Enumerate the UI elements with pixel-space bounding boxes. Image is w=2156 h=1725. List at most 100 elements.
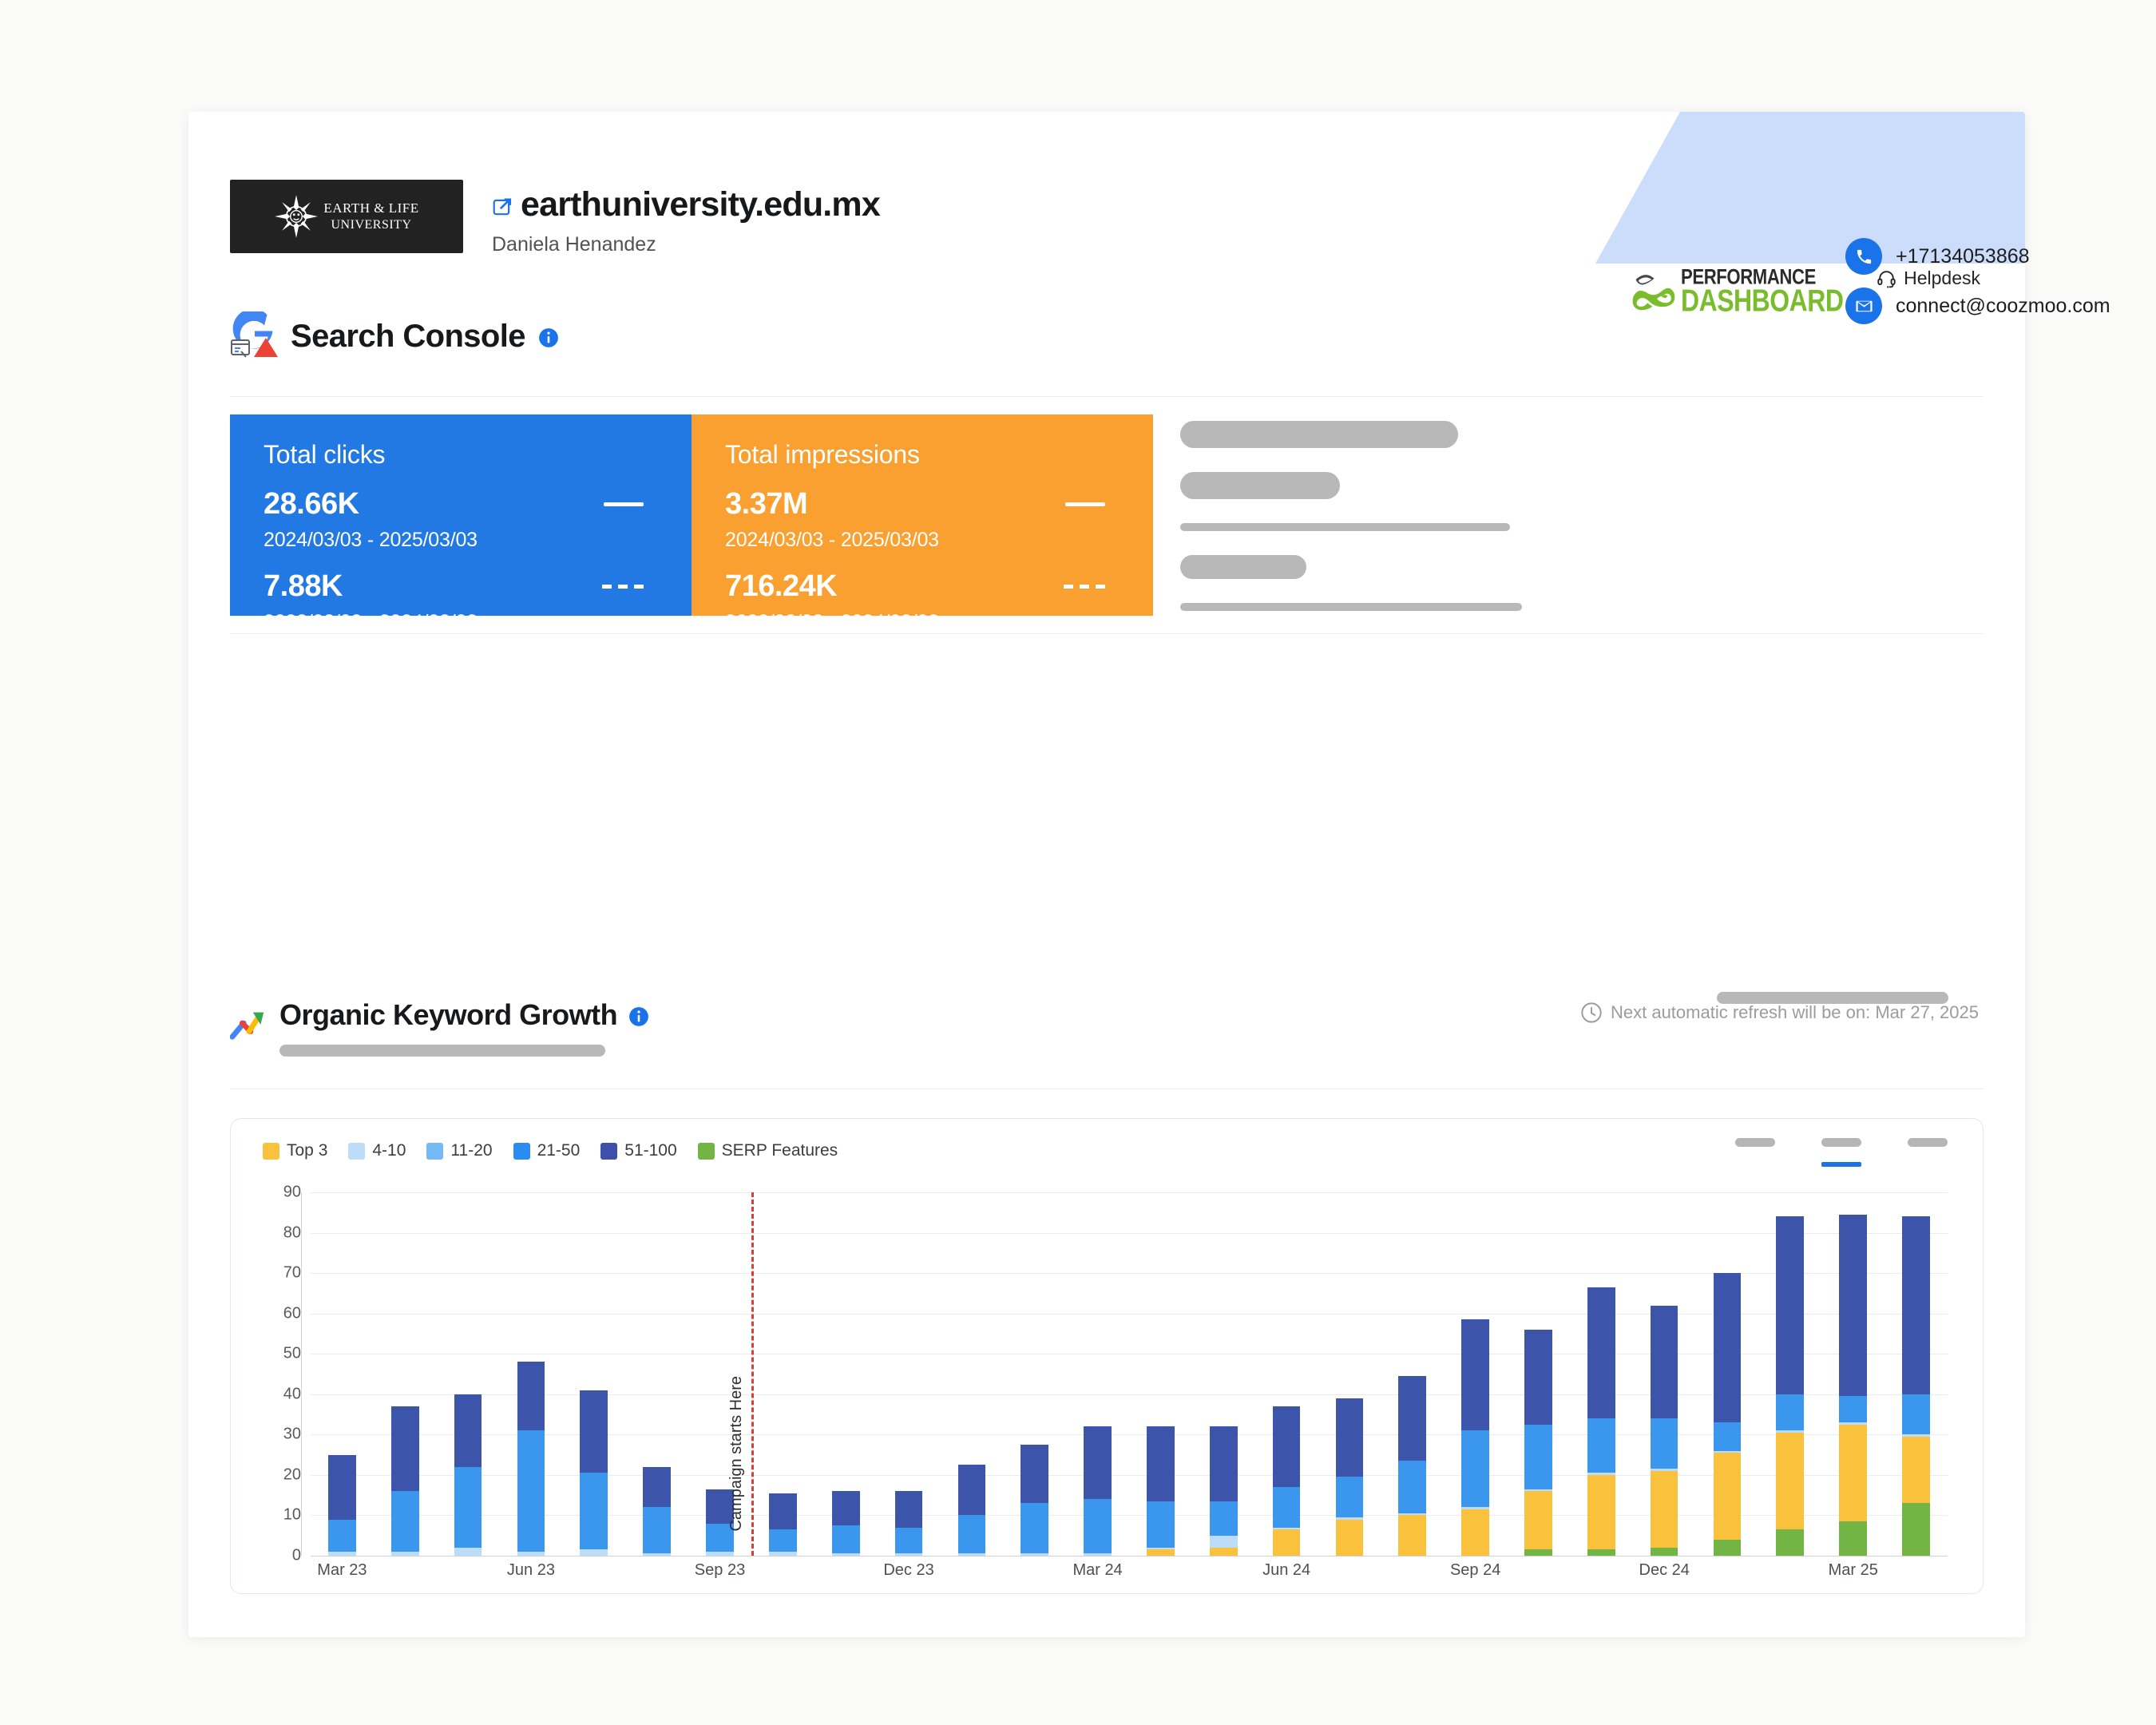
chart-bar-slot[interactable] [688, 1192, 751, 1556]
chart-bar-segment [894, 1491, 923, 1528]
chart-tab-placeholders[interactable] [1735, 1138, 1948, 1167]
chart-bar-slot[interactable] [1381, 1192, 1444, 1556]
chart-bar[interactable] [1209, 1426, 1238, 1556]
search-console-loading-placeholder [1180, 421, 1595, 635]
chart-bar-slot[interactable] [1633, 1192, 1696, 1556]
chart-bar-segment [1776, 1529, 1805, 1556]
gridline [311, 1394, 1948, 1395]
chart-bar-segment [1021, 1553, 1049, 1556]
chart-bar[interactable] [1398, 1376, 1427, 1556]
chart-bar-slot[interactable] [1318, 1192, 1381, 1556]
info-icon[interactable] [538, 327, 559, 348]
helpdesk-button[interactable]: Helpdesk [1877, 268, 1980, 289]
info-icon[interactable] [628, 1006, 649, 1027]
chart-bar[interactable] [1461, 1319, 1489, 1556]
chart-bar-slot[interactable] [878, 1192, 941, 1556]
chart-bar-segment [768, 1529, 797, 1552]
chart-bar[interactable] [643, 1466, 671, 1556]
chart-bar-segment [1147, 1549, 1175, 1556]
phone-icon [1845, 238, 1882, 275]
metric-card-total-clicks: Total clicks 28.66K 2024/03/03 - 2025/03… [230, 414, 692, 633]
chart-bar-segment [1650, 1470, 1678, 1548]
chart-bar[interactable] [1147, 1426, 1175, 1556]
chart-bar-slot[interactable] [1821, 1192, 1885, 1556]
client-logo-line1: EARTH & LIFE [323, 200, 419, 216]
chart-bar-segment [1776, 1216, 1805, 1394]
chart-bar-segment [1902, 1394, 1930, 1435]
search-console-bottom-divider [230, 633, 1984, 634]
chart-bar[interactable] [894, 1491, 923, 1556]
chart-bar-slot[interactable] [562, 1192, 625, 1556]
chart-bar[interactable] [1650, 1305, 1678, 1556]
chart-bar-segment [580, 1390, 608, 1473]
chart-bar-segment [831, 1525, 860, 1554]
site-identity: earthuniversity.edu.mx Daniela Henandez [492, 185, 881, 256]
chart-bar[interactable] [706, 1489, 734, 1556]
contact-phone-row[interactable]: +17134053868 [1845, 238, 2110, 275]
chart-bar[interactable] [1272, 1406, 1301, 1556]
chart-legend-item[interactable]: SERP Features [697, 1141, 838, 1160]
chart-bar[interactable] [831, 1491, 860, 1556]
chart-bar[interactable] [1084, 1426, 1112, 1556]
legend-label: 21-50 [537, 1141, 581, 1160]
chart-tab-1[interactable] [1735, 1138, 1775, 1147]
clock-icon [1581, 1002, 1602, 1023]
site-url-link[interactable]: earthuniversity.edu.mx [492, 185, 881, 224]
chart-bar[interactable] [1587, 1287, 1615, 1556]
x-axis-tick-label: Dec 24 [1639, 1561, 1690, 1579]
chart-bar-slot[interactable] [1507, 1192, 1570, 1556]
chart-bar[interactable] [1902, 1216, 1930, 1556]
chart-bar[interactable] [1839, 1214, 1868, 1556]
chart-bar-segment [1272, 1527, 1301, 1530]
chart-bar[interactable] [957, 1465, 986, 1556]
chart-bar[interactable] [517, 1362, 545, 1556]
chart-bar[interactable] [1335, 1398, 1364, 1556]
chart-legend-item[interactable]: Top 3 [263, 1141, 327, 1160]
chart-bar-slot[interactable] [625, 1192, 688, 1556]
chart-bar-slot[interactable] [1758, 1192, 1821, 1556]
chart-bar[interactable] [1713, 1273, 1742, 1556]
legend-label: 51-100 [624, 1141, 677, 1160]
chart-bar[interactable] [390, 1406, 419, 1556]
chart-legend-item[interactable]: 21-50 [513, 1141, 581, 1160]
chart-bar[interactable] [1524, 1329, 1552, 1556]
contact-email-row[interactable]: connect@coozmoo.com [1845, 288, 2110, 324]
chart-bar[interactable] [1776, 1216, 1805, 1556]
chart-legend-item[interactable]: 4-10 [348, 1141, 406, 1160]
chart-bar[interactable] [328, 1454, 356, 1556]
chart-bar-segment [1335, 1519, 1364, 1556]
chart-bar-slot[interactable] [500, 1192, 563, 1556]
chart-tab-3[interactable] [1908, 1138, 1948, 1147]
chart-bar-slot[interactable] [751, 1192, 814, 1556]
chart-legend-item[interactable]: 51-100 [600, 1141, 677, 1160]
chart-bar-slot[interactable] [1255, 1192, 1318, 1556]
x-axis-tick-label: Mar 24 [1072, 1561, 1123, 1579]
chart-bar-segment [1021, 1445, 1049, 1504]
chart-bar-slot[interactable] [1003, 1192, 1066, 1556]
chart-bar-slot[interactable] [814, 1192, 878, 1556]
chart-bar[interactable] [580, 1390, 608, 1556]
contact-email-text: connect@coozmoo.com [1896, 294, 2110, 317]
legend-label: 4-10 [372, 1141, 406, 1160]
chart-plot-area: 0 10 20 30 40 50 60 70 80 90 Campaign starts Here… [231, 1184, 1983, 1593]
metric-previous-value: 7.88K [264, 569, 343, 603]
chart-bar-slot[interactable] [940, 1192, 1003, 1556]
chart-bar-slot[interactable] [1570, 1192, 1633, 1556]
chart-bar-slot[interactable] [1444, 1192, 1507, 1556]
chart-legend-item[interactable]: 11-20 [426, 1141, 493, 1160]
y-axis-tick: 90 [283, 1183, 301, 1201]
chart-bar-segment [1335, 1398, 1364, 1477]
chart-bar-slot[interactable] [1129, 1192, 1192, 1556]
chart-bar-slot[interactable] [437, 1192, 500, 1556]
chart-bar-segment [894, 1553, 923, 1556]
chart-bar-slot[interactable] [1066, 1192, 1129, 1556]
chart-bar-slot[interactable] [1192, 1192, 1255, 1556]
chart-bar-slot[interactable] [1885, 1192, 1948, 1556]
chart-bar[interactable] [1021, 1445, 1049, 1556]
chart-bar[interactable] [454, 1394, 482, 1556]
chart-bar-slot[interactable] [311, 1192, 374, 1556]
chart-bar-slot[interactable] [1696, 1192, 1759, 1556]
chart-bar[interactable] [768, 1493, 797, 1556]
chart-tab-2[interactable] [1821, 1138, 1861, 1167]
chart-bar-slot[interactable] [374, 1192, 437, 1556]
